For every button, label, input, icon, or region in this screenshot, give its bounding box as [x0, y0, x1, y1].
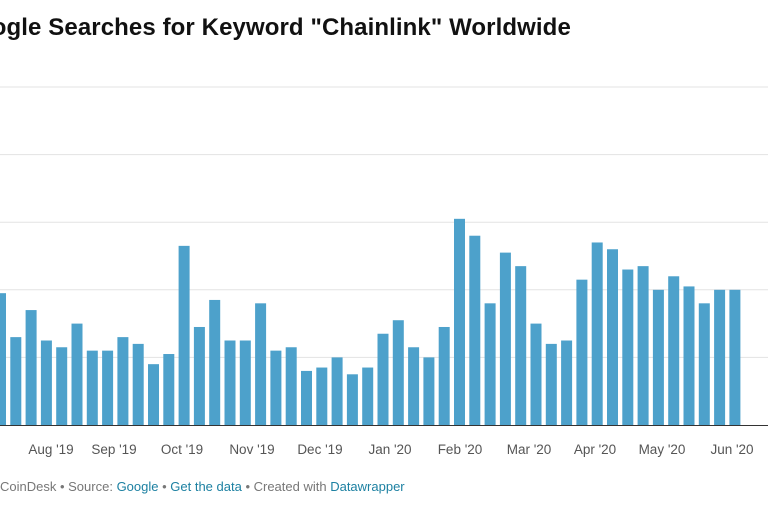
- bar: [668, 276, 680, 425]
- x-tick-label: Feb '20: [438, 442, 483, 457]
- x-tick-label: Nov '19: [229, 442, 274, 457]
- bar: [530, 323, 542, 425]
- bar: [86, 350, 98, 425]
- bar: [377, 333, 389, 425]
- bar: [224, 340, 236, 425]
- chart-title: oogle Searches for Keyword "Chainlink" W…: [0, 14, 571, 41]
- bar: [561, 340, 573, 425]
- source-link[interactable]: Google: [116, 479, 159, 494]
- bar: [56, 347, 68, 425]
- bar: [392, 320, 404, 425]
- bar: [515, 266, 527, 425]
- bar: [499, 252, 511, 425]
- bar: [163, 354, 175, 425]
- bar: [576, 279, 588, 425]
- bar: [40, 340, 52, 425]
- bar: [0, 293, 6, 425]
- footer-created-label: • Created with: [241, 479, 331, 494]
- get-data-link[interactable]: Get the data: [170, 479, 242, 494]
- bar: [331, 357, 343, 425]
- footer-publisher: CoinDesk: [0, 479, 57, 494]
- x-tick-label: Jun '20: [710, 442, 753, 457]
- x-tick-label: May '20: [639, 442, 686, 457]
- bar: [255, 303, 267, 425]
- bar: [117, 337, 129, 425]
- bar: [301, 370, 312, 425]
- bar: [239, 340, 251, 425]
- bar: [454, 218, 465, 425]
- footer-source-label: • Source:: [56, 479, 117, 494]
- bar: [270, 350, 282, 425]
- bar: [132, 343, 144, 425]
- bar: [316, 367, 328, 425]
- bar: [729, 289, 741, 425]
- bar: [148, 364, 159, 425]
- bar: [346, 374, 358, 425]
- bar: [178, 245, 190, 425]
- bar: [698, 303, 710, 425]
- bar: [362, 367, 374, 425]
- x-tick-label: Mar '20: [507, 442, 552, 457]
- datawrapper-link[interactable]: Datawrapper: [330, 479, 405, 494]
- bar: [71, 323, 83, 425]
- x-tick-label: Sep '19: [91, 442, 136, 457]
- x-tick-label: Jan '20: [368, 442, 411, 457]
- bar: [25, 310, 37, 425]
- bar: [423, 357, 435, 425]
- bar: [607, 249, 618, 425]
- chart-footer: CoinDesk • Source: Google • Get the data…: [0, 479, 405, 494]
- bar: [545, 343, 557, 425]
- bar: [714, 289, 726, 425]
- bar: [652, 289, 664, 425]
- bar: [10, 337, 22, 425]
- bar: [683, 286, 695, 425]
- bar: [102, 350, 114, 425]
- bar-chart: Aug '19 Sep '19 Oct '19 Nov '19 Dec '19 Jan '…: [0, 86, 768, 457]
- bar: [469, 235, 481, 425]
- bar: [285, 347, 297, 425]
- bar: [193, 326, 205, 425]
- bar: [209, 299, 221, 425]
- x-tick-label: Aug '19: [28, 442, 73, 457]
- bar: [408, 347, 420, 425]
- x-tick-label: Oct '19: [161, 442, 203, 457]
- bar: [637, 266, 649, 425]
- bar: [591, 242, 603, 425]
- bar: [438, 326, 450, 425]
- bar: [622, 269, 634, 425]
- footer-separator: •: [158, 479, 171, 494]
- bar: [484, 303, 496, 425]
- x-tick-label: Dec '19: [297, 442, 342, 457]
- x-tick-label: Apr '20: [574, 442, 616, 457]
